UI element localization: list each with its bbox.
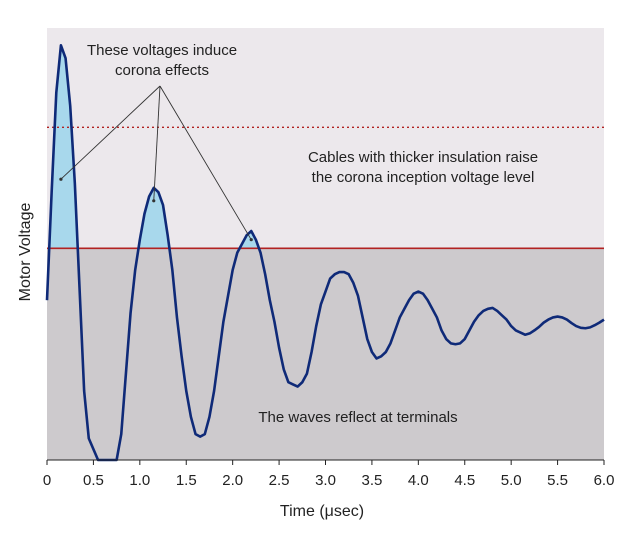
x-tick-label: 0 (43, 472, 51, 489)
x-tick-label: 1.5 (176, 472, 197, 489)
x-tick-label: 0.5 (83, 472, 104, 489)
pointer-line (153, 85, 161, 201)
reflect-note: The waves reflect at terminals (258, 409, 457, 426)
pointer-line (60, 85, 161, 180)
background-bands (47, 28, 604, 460)
corona-shaded-area (47, 45, 275, 249)
x-tick-label: 4.5 (454, 472, 475, 489)
corona-peak-shading (47, 45, 275, 249)
annotations: These voltages induce corona effects Cable… (59, 42, 538, 426)
pointer-dot (152, 199, 156, 203)
x-tick-label: 5.5 (547, 472, 568, 489)
y-axis-label: Motor Voltage (17, 203, 34, 302)
x-tick-label: 5.0 (501, 472, 522, 489)
x-tick-label: 2.5 (269, 472, 290, 489)
pointer-dot (249, 238, 253, 242)
x-axis-label: Time (μsec) (280, 503, 364, 520)
threshold-lines (47, 126, 604, 250)
pointer-dot (59, 177, 63, 181)
lower-band (47, 248, 604, 460)
x-tick-label: 2.0 (222, 472, 243, 489)
voltage-waveform (45, 43, 605, 462)
pointer-line (159, 85, 252, 240)
upper-band (47, 28, 604, 249)
insulation-note: Cables with thicker insulation raise the … (308, 149, 538, 186)
x-tick-labels: 0 0.5 1.0 1.5 2.0 2.5 3.0 3.5 4.0 4.5 5.0 5.5 6.0 (43, 460, 615, 489)
x-tick-label: 6.0 (594, 472, 615, 489)
x-tick-label: 3.0 (315, 472, 336, 489)
corona-note: These voltages induce corona effects (87, 42, 237, 79)
waveform-series (45, 43, 605, 462)
x-tick-label: 4.0 (408, 472, 429, 489)
x-tick-label: 1.0 (129, 472, 150, 489)
x-tick-label: 3.5 (361, 472, 382, 489)
